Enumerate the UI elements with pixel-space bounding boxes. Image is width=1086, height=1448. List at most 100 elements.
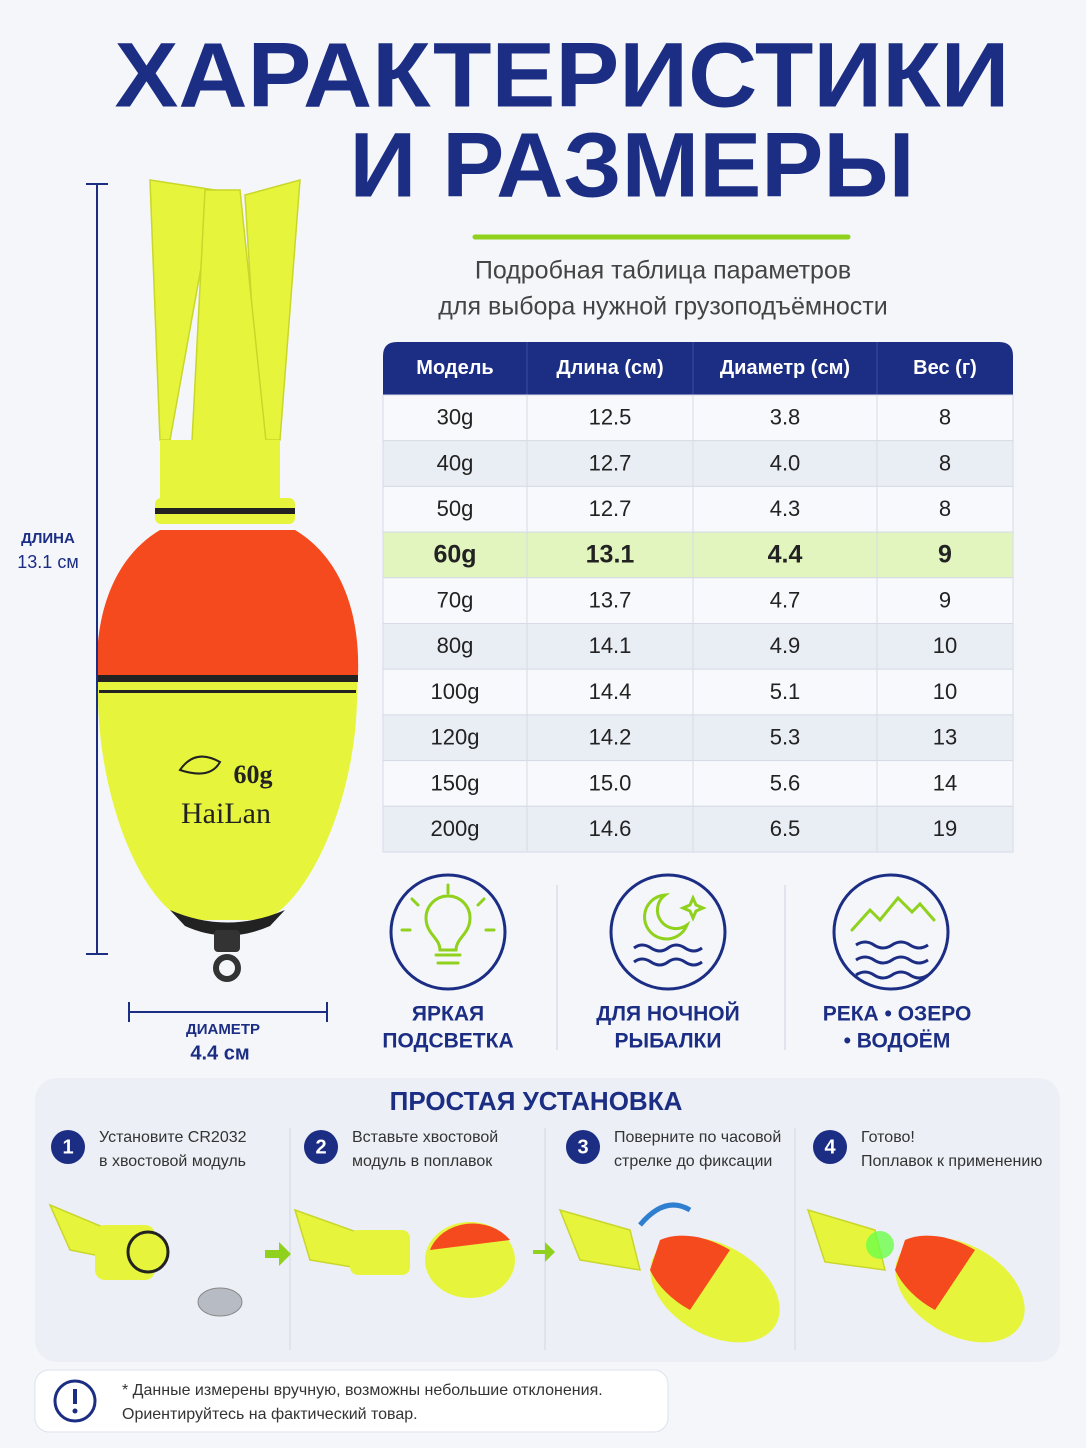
step-text: Вставьте хвостовой xyxy=(352,1129,498,1146)
table-cell: 14.6 xyxy=(589,816,632,841)
step-text: Готово! xyxy=(861,1129,915,1146)
table-cell: 4.4 xyxy=(768,541,803,569)
table-cell: 4.0 xyxy=(770,450,801,475)
note-icon xyxy=(72,1408,78,1414)
table-cell: 14.4 xyxy=(589,679,632,704)
step-number: 4 xyxy=(824,1136,836,1158)
table-cell: 13.1 xyxy=(586,541,635,569)
table-cell: 6.5 xyxy=(770,816,801,841)
step-badge xyxy=(304,1130,338,1164)
table-cell: 14 xyxy=(933,770,957,795)
table-cell: 10 xyxy=(933,679,957,704)
table-cell: 12.5 xyxy=(589,405,632,430)
subtitle: для выбора нужной грузоподъёмности xyxy=(438,293,887,321)
table-cell: 150g xyxy=(431,770,480,795)
highlighted-row xyxy=(382,531,1014,579)
step-text: Установите CR2032 xyxy=(99,1129,247,1146)
feature-label: ДЛЯ НОЧНОЙ xyxy=(596,1002,739,1026)
column-header: Диаметр (см) xyxy=(720,357,850,379)
table-cell: 15.0 xyxy=(589,770,632,795)
note-icon xyxy=(53,1379,97,1423)
install-steps: 1 Установите CR2032 в хвостовой модуль 2 Вст… xyxy=(48,1128,1042,1350)
diameter-value: 4.4 см xyxy=(190,1042,249,1064)
table-cell: 4.9 xyxy=(770,633,801,658)
note-text: * Данные измерены вручную, возможны небо… xyxy=(122,1382,603,1399)
table-cell: 5.3 xyxy=(770,725,801,750)
table-cell: 40g xyxy=(437,450,474,475)
table-cell: 100g xyxy=(431,679,480,704)
label-bg xyxy=(10,525,85,580)
table-cell: 14.2 xyxy=(589,725,632,750)
table-cell: 60g xyxy=(433,541,476,569)
title: И РАЗМЕРЫ xyxy=(350,114,915,216)
step-text: Поплавок к применению xyxy=(861,1153,1042,1170)
step-text: стрелке до фиксации xyxy=(614,1153,772,1170)
feature-label: ЯРКАЯ xyxy=(412,1003,484,1026)
note-box xyxy=(34,1369,669,1433)
table-cell: 12.7 xyxy=(589,496,632,521)
table-cell: 8 xyxy=(939,496,951,521)
feature-label: РЕКА • ОЗЕРО xyxy=(823,1003,972,1026)
table-cell: 13 xyxy=(933,725,957,750)
column-header: Вес (г) xyxy=(913,357,977,379)
install-title: ПРОСТАЯ УСТАНОВКА xyxy=(390,1086,683,1116)
step-badge xyxy=(566,1130,600,1164)
float-illustration: 60g HaiLan xyxy=(96,178,359,982)
feature-label: РЫБАЛКИ xyxy=(615,1030,722,1053)
table-row xyxy=(382,623,1014,670)
table-cell: 8 xyxy=(939,405,951,430)
step-badge xyxy=(813,1130,847,1164)
table-cell: 9 xyxy=(939,587,951,612)
step-badge xyxy=(51,1130,85,1164)
table-row xyxy=(382,440,1014,487)
column-header: Длина (см) xyxy=(556,357,663,379)
title: ХАРАКТЕРИСТИКИ xyxy=(115,24,1010,126)
step-number: 1 xyxy=(62,1136,73,1158)
table-cell: 5.1 xyxy=(770,679,801,704)
table-cell: 80g xyxy=(437,633,474,658)
dimension-lines xyxy=(86,183,328,1022)
install-panel xyxy=(35,1078,1060,1362)
note-text: Ориентируйтесь на фактический товар. xyxy=(122,1406,418,1423)
table-cell: 9 xyxy=(938,541,952,569)
icon-night xyxy=(609,873,727,991)
step-text: в хвостовой модуль xyxy=(99,1153,246,1170)
table-cell: 200g xyxy=(431,816,480,841)
table-row xyxy=(382,805,1014,853)
icon-light xyxy=(389,873,507,991)
table-cell: 12.7 xyxy=(589,450,632,475)
table-cell: 19 xyxy=(933,816,957,841)
print-brand: HaiLan xyxy=(181,797,271,830)
step-text: модуль в поплавок xyxy=(352,1153,493,1170)
table-row xyxy=(382,394,1014,442)
table-cell: 4.7 xyxy=(770,587,801,612)
table-cell: 120g xyxy=(431,725,480,750)
note-icon xyxy=(73,1389,77,1404)
features: ЯРКАЯ ПОДСВЕТКА ДЛЯ НОЧНОЙ РЫБАЛКИ РЕКА … xyxy=(382,873,972,1053)
diameter-label: ДИАМЕТР xyxy=(186,1021,260,1038)
table-cell: 50g xyxy=(437,496,474,521)
table-cell: 14.1 xyxy=(589,633,632,658)
table-cell: 5.6 xyxy=(770,770,801,795)
table-row xyxy=(382,668,1014,716)
step-number: 3 xyxy=(577,1136,588,1158)
print-model: 60g xyxy=(234,760,273,789)
length-label: ДЛИНА xyxy=(21,530,75,547)
table-cell: 13.7 xyxy=(589,587,632,612)
table-row xyxy=(382,760,1014,807)
table-cell: 4.3 xyxy=(770,496,801,521)
subtitle: Подробная таблица параметров xyxy=(475,257,851,285)
length-value: 13.1 см xyxy=(17,552,78,572)
table-cell: 8 xyxy=(939,450,951,475)
feature-label: • ВОДОЁМ xyxy=(844,1030,951,1053)
table-cell: 10 xyxy=(933,633,957,658)
column-header: Модель xyxy=(416,357,493,379)
table-cell: 70g xyxy=(437,587,474,612)
table-cell: 3.8 xyxy=(770,405,801,430)
step-text: Поверните по часовой xyxy=(614,1129,781,1146)
table-row xyxy=(382,714,1014,762)
table-row xyxy=(382,485,1014,533)
table-row xyxy=(382,577,1014,624)
table-cell: 30g xyxy=(437,405,474,430)
